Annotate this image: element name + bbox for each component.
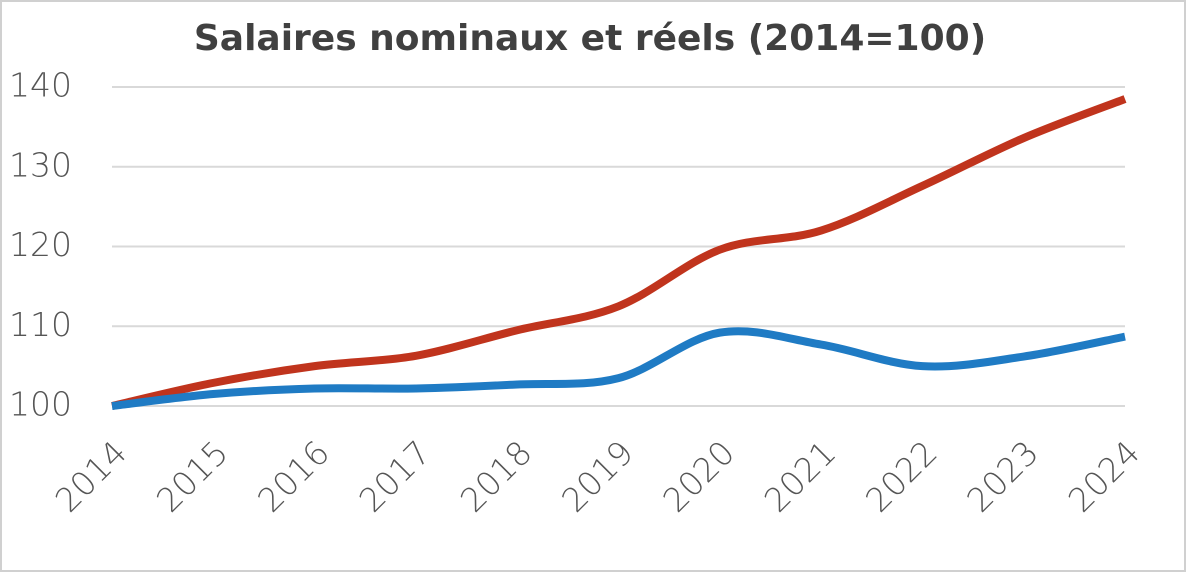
series-line	[111, 95, 1127, 410]
series-line	[111, 327, 1126, 410]
y-tick-label: 140	[9, 66, 72, 105]
y-tick-label: 130	[9, 145, 72, 184]
chart-title: Salaires nominaux et réels (2014=100)	[194, 18, 986, 59]
y-tick-label: 120	[9, 225, 72, 264]
y-tick-label: 110	[9, 305, 72, 344]
y-tick-label: 100	[9, 385, 72, 424]
